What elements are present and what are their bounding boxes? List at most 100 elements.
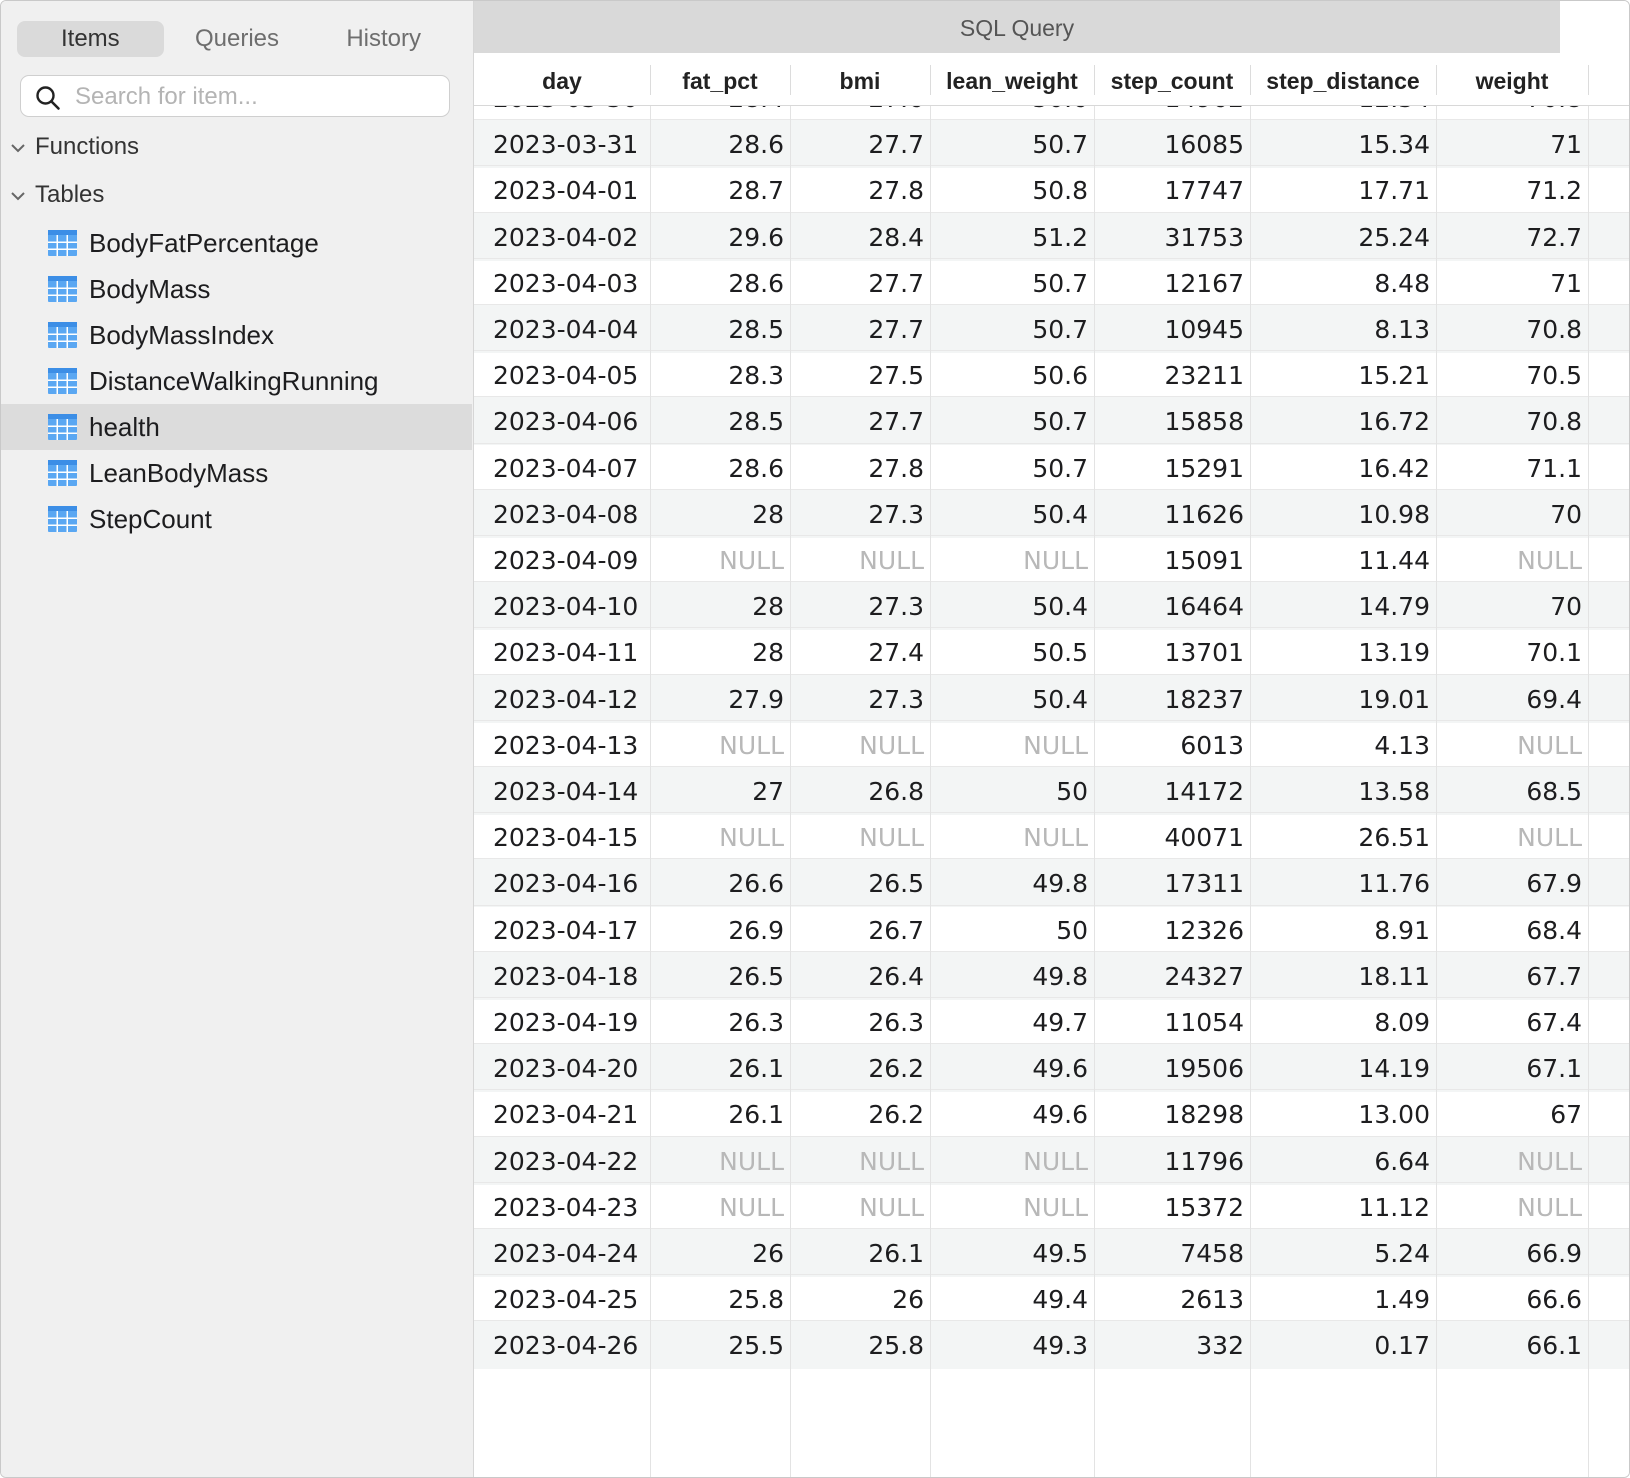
cell-weight[interactable]: 67.4 [1526,1008,1582,1037]
cell-lean-weight[interactable]: 50.7 [1032,315,1088,344]
cell-step-distance[interactable]: 14.79 [1358,592,1430,622]
cell-step-distance[interactable]: 6.64 [1374,1146,1430,1176]
results-grid[interactable]: 2023-03-29NULLNULLNULL2017020.12NULL2023… [474,59,1629,1477]
cell-weight[interactable]: 69.4 [1526,684,1582,714]
cell-step-count[interactable]: 13701 [1164,638,1244,668]
cell-fat-pct[interactable]: 26.9 [728,915,784,945]
table-row[interactable]: 2023-04-18 26.5 26.4 49.8 24327 18.11 67.7 [474,950,1629,1000]
sidebar-item-stepcount[interactable]: StepCount [1,496,472,542]
cell-day[interactable]: 2023-04-24 [493,1239,639,1268]
cell-weight[interactable]: 71.1 [1526,453,1582,483]
cell-fat-pct[interactable]: 28.6 [728,268,784,298]
cell-weight[interactable]: 67 [1550,1100,1582,1130]
column-header-fat-pct[interactable]: fat_pct [682,68,758,94]
cell-step-distance[interactable]: 4.13 [1374,730,1430,760]
cell-day[interactable]: 2023-04-22 [493,1146,639,1176]
cell-lean-weight[interactable]: NULL [1023,730,1088,760]
cell-day[interactable]: 2023-04-19 [493,1008,639,1037]
cell-day[interactable]: 2023-04-07 [493,453,639,483]
table-row[interactable]: 2023-04-09 NULL NULL NULL 15091 11.44 NULL [474,535,1629,584]
cell-bmi[interactable]: 27.8 [868,176,924,206]
cell-weight[interactable]: 67.7 [1526,961,1582,991]
table-row[interactable]: 2023-04-13 NULL NULL NULL 6013 4.13 NULL [474,719,1629,769]
cell-step-count[interactable]: 12167 [1164,268,1244,298]
cell-fat-pct[interactable]: 28 [752,638,784,668]
cell-fat-pct[interactable]: 25.5 [728,1331,784,1361]
cell-step-distance[interactable]: 1.49 [1374,1285,1430,1315]
cell-weight[interactable]: 71 [1550,130,1582,160]
cell-day[interactable]: 2023-04-02 [493,222,639,252]
cell-weight[interactable]: 70.5 [1526,361,1582,391]
cell-weight[interactable]: 70.8 [1526,315,1582,344]
cell-lean-weight[interactable]: 49.4 [1032,1285,1088,1315]
cell-step-distance[interactable]: 16.42 [1358,453,1430,483]
cell-step-count[interactable]: 11796 [1164,1146,1244,1176]
cell-bmi[interactable]: 26 [892,1285,924,1315]
cell-weight[interactable]: 66.1 [1526,1331,1582,1361]
cell-step-count[interactable]: 11626 [1164,499,1244,529]
cell-weight[interactable]: 70.1 [1526,638,1582,668]
cell-day[interactable]: 2023-04-13 [493,730,639,760]
cell-step-distance[interactable]: 15.34 [1358,130,1430,160]
cell-day[interactable]: 2023-04-18 [493,961,639,991]
cell-lean-weight[interactable]: 49.6 [1032,1100,1088,1130]
cell-step-distance[interactable]: 8.13 [1374,315,1430,344]
cell-step-count[interactable]: 10945 [1164,315,1244,344]
table-row[interactable]: 2023-03-31 28.6 27.7 50.7 16085 15.34 71 [474,119,1629,169]
cell-lean-weight[interactable]: 49.5 [1032,1239,1088,1268]
cell-fat-pct[interactable]: 28 [752,592,784,622]
cell-bmi[interactable]: 26.5 [868,869,924,899]
cell-bmi[interactable]: 27.3 [868,684,924,714]
cell-fat-pct[interactable]: NULL [719,823,784,853]
cell-step-distance[interactable]: 11.44 [1358,546,1430,575]
cell-day[interactable]: 2023-04-04 [493,315,639,344]
cell-bmi[interactable]: NULL [859,1146,924,1176]
cell-step-count[interactable]: 14172 [1164,777,1244,806]
cell-step-count[interactable]: 16464 [1164,592,1244,622]
cell-bmi[interactable]: NULL [859,730,924,760]
table-row[interactable]: 2023-04-16 26.6 26.5 49.8 17311 11.76 67.9 [474,858,1629,908]
cell-step-distance[interactable]: 13.58 [1358,777,1430,806]
cell-step-count[interactable]: 16085 [1164,130,1244,160]
cell-bmi[interactable]: NULL [859,1192,924,1222]
cell-weight[interactable]: 66.9 [1526,1239,1582,1268]
cell-step-count[interactable]: 15858 [1164,407,1244,437]
table-row[interactable]: 2023-04-24 26 26.1 49.5 7458 5.24 66.9 [474,1228,1629,1277]
cell-weight[interactable]: NULL [1517,730,1582,760]
cell-step-count[interactable]: 19506 [1164,1054,1244,1084]
sidebar-item-leanbodymass[interactable]: LeanBodyMass [1,450,472,496]
cell-bmi[interactable]: 27.4 [868,638,924,668]
cell-bmi[interactable]: NULL [859,823,924,853]
cell-lean-weight[interactable]: 50.4 [1032,684,1088,714]
cell-step-distance[interactable]: 25.24 [1358,222,1430,252]
cell-weight[interactable]: 67.1 [1526,1054,1582,1084]
cell-weight[interactable]: 71 [1550,268,1582,298]
table-row[interactable]: 2023-04-12 27.9 27.3 50.4 18237 19.01 69.4 [474,673,1629,723]
table-row[interactable]: 2023-04-22 NULL NULL NULL 11796 6.64 NULL [474,1135,1629,1185]
cell-day[interactable]: 2023-04-21 [493,1100,639,1130]
cell-weight[interactable]: NULL [1517,1192,1582,1222]
cell-step-count[interactable]: 15091 [1164,546,1244,575]
cell-step-distance[interactable]: 11.76 [1358,869,1430,899]
tab-items[interactable]: Items [17,21,164,57]
cell-fat-pct[interactable]: NULL [719,1146,784,1176]
cell-lean-weight[interactable]: 50.8 [1032,176,1088,206]
cell-day[interactable]: 2023-04-09 [493,546,639,575]
table-row[interactable]: 2023-04-19 26.3 26.3 49.7 11054 8.09 67.4 [474,997,1629,1046]
cell-step-count[interactable]: 31753 [1164,222,1244,252]
cell-step-count[interactable]: 332 [1196,1331,1244,1361]
cell-weight[interactable]: 70 [1550,592,1582,622]
cell-step-distance[interactable]: 8.09 [1374,1008,1430,1037]
table-row[interactable]: 2023-04-04 28.5 27.7 50.7 10945 8.13 70.8 [474,304,1629,353]
cell-fat-pct[interactable]: 26.3 [728,1008,784,1037]
cell-step-count[interactable]: 18237 [1164,684,1244,714]
cell-step-distance[interactable]: 15.21 [1358,361,1430,391]
cell-lean-weight[interactable]: NULL [1023,1192,1088,1222]
table-row[interactable]: 2023-04-07 28.6 27.8 50.7 15291 16.42 71.1 [474,442,1629,492]
table-row[interactable]: 2023-04-23 NULL NULL NULL 15372 11.12 NULL [474,1181,1629,1231]
cell-weight[interactable]: 72.7 [1526,222,1582,252]
cell-weight[interactable]: 68.4 [1526,915,1582,945]
cell-weight[interactable]: NULL [1517,823,1582,853]
cell-step-count[interactable]: 12326 [1164,915,1244,945]
search-input[interactable] [73,80,437,114]
